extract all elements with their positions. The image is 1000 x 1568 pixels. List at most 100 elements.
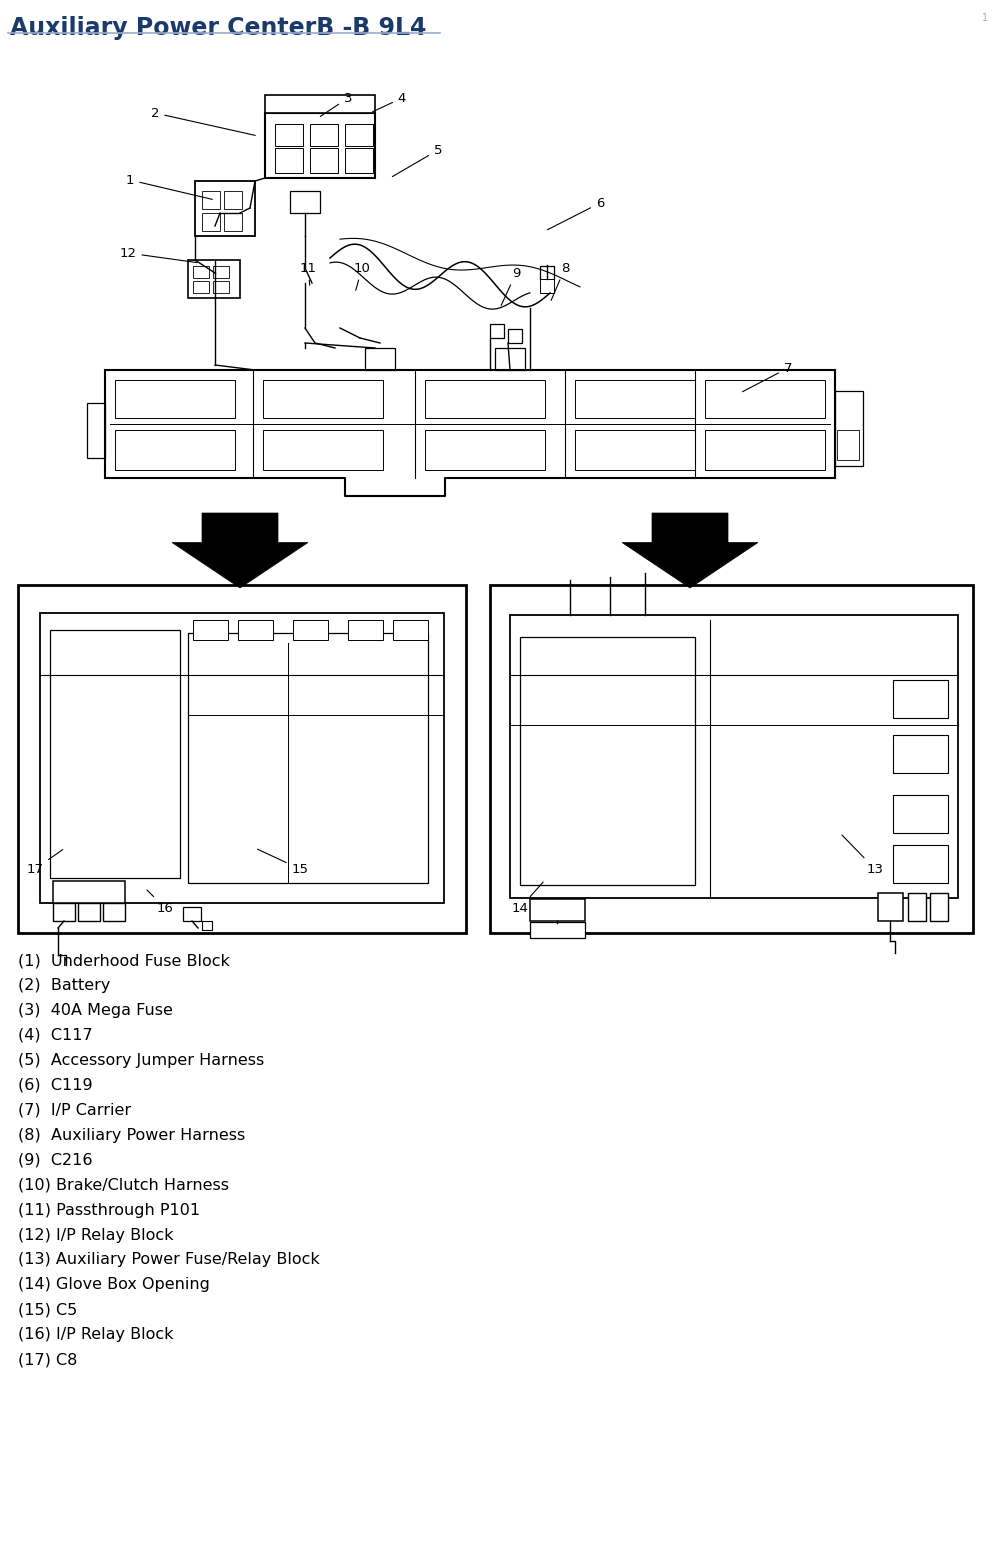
- Bar: [263, 430, 383, 470]
- Bar: [575, 430, 695, 470]
- Bar: [115, 430, 235, 470]
- Bar: [53, 903, 75, 920]
- Text: (5)  Accessory Jumper Harness: (5) Accessory Jumper Harness: [18, 1052, 264, 1068]
- Bar: [310, 124, 338, 146]
- Text: 10: 10: [354, 262, 370, 290]
- Bar: [193, 267, 209, 278]
- Bar: [425, 430, 545, 470]
- Bar: [202, 920, 212, 930]
- Bar: [893, 735, 948, 773]
- Bar: [265, 113, 375, 179]
- Text: 17: 17: [26, 850, 63, 875]
- Bar: [213, 267, 229, 278]
- Text: (9)  C216: (9) C216: [18, 1152, 92, 1168]
- Bar: [50, 630, 180, 878]
- Bar: [520, 637, 695, 884]
- Bar: [310, 147, 338, 172]
- Text: (12) I/P Relay Block: (12) I/P Relay Block: [18, 1228, 174, 1242]
- Bar: [705, 379, 825, 419]
- Bar: [188, 633, 428, 883]
- Bar: [893, 795, 948, 833]
- Text: (8)  Auxiliary Power Harness: (8) Auxiliary Power Harness: [18, 1127, 245, 1143]
- Polygon shape: [622, 513, 758, 588]
- Text: 1: 1: [126, 174, 212, 199]
- Text: 1: 1: [982, 13, 988, 24]
- Text: 4: 4: [373, 91, 406, 111]
- Text: 9: 9: [501, 267, 520, 306]
- Bar: [290, 191, 320, 213]
- Bar: [195, 180, 255, 237]
- Text: 13: 13: [842, 836, 884, 875]
- Text: 11: 11: [300, 262, 316, 285]
- Bar: [193, 619, 228, 640]
- Bar: [425, 379, 545, 419]
- Bar: [348, 619, 383, 640]
- Text: (11) Passthrough P101: (11) Passthrough P101: [18, 1203, 200, 1217]
- Text: 7: 7: [742, 362, 792, 392]
- Bar: [263, 379, 383, 419]
- Bar: [837, 430, 859, 459]
- Bar: [40, 613, 444, 903]
- Bar: [530, 922, 585, 938]
- Bar: [508, 329, 522, 343]
- Bar: [53, 881, 125, 903]
- Bar: [345, 147, 373, 172]
- Bar: [183, 906, 201, 920]
- Text: 14: 14: [512, 883, 543, 914]
- Bar: [575, 379, 695, 419]
- Bar: [265, 96, 375, 113]
- Bar: [835, 390, 863, 466]
- Bar: [115, 379, 235, 419]
- Bar: [705, 430, 825, 470]
- Bar: [202, 213, 220, 230]
- Text: 2: 2: [151, 107, 255, 135]
- Polygon shape: [172, 513, 308, 588]
- Bar: [908, 894, 926, 920]
- Text: 15: 15: [258, 850, 308, 875]
- Text: (7)  I/P Carrier: (7) I/P Carrier: [18, 1102, 131, 1118]
- Bar: [930, 894, 948, 920]
- Bar: [103, 903, 125, 920]
- Bar: [275, 124, 303, 146]
- Bar: [345, 124, 373, 146]
- Bar: [87, 403, 105, 458]
- Bar: [275, 147, 303, 172]
- Text: (15) C5: (15) C5: [18, 1303, 77, 1317]
- Bar: [224, 213, 242, 230]
- Bar: [105, 370, 835, 478]
- Bar: [878, 894, 903, 920]
- Bar: [18, 585, 466, 933]
- Text: (4)  C117: (4) C117: [18, 1029, 93, 1043]
- Bar: [188, 260, 240, 298]
- Bar: [78, 903, 100, 920]
- Bar: [293, 619, 328, 640]
- Text: 12: 12: [120, 246, 197, 262]
- Text: (13) Auxiliary Power Fuse/Relay Block: (13) Auxiliary Power Fuse/Relay Block: [18, 1253, 320, 1267]
- Bar: [490, 325, 504, 339]
- Bar: [540, 279, 554, 293]
- Bar: [495, 348, 525, 370]
- Bar: [530, 898, 585, 920]
- Text: 5: 5: [392, 144, 442, 177]
- Text: (6)  C119: (6) C119: [18, 1077, 93, 1093]
- Text: (14) Glove Box Opening: (14) Glove Box Opening: [18, 1278, 210, 1292]
- Text: 8: 8: [551, 262, 569, 301]
- Text: (10) Brake/Clutch Harness: (10) Brake/Clutch Harness: [18, 1178, 229, 1193]
- Text: 16: 16: [147, 891, 173, 914]
- Text: (2)  Battery: (2) Battery: [18, 978, 110, 993]
- Bar: [213, 281, 229, 293]
- Text: 3: 3: [320, 91, 352, 116]
- Bar: [540, 267, 554, 281]
- Text: Auxiliary Power CenterB -B 9L4: Auxiliary Power CenterB -B 9L4: [10, 16, 426, 41]
- Bar: [510, 615, 958, 898]
- Text: 6: 6: [547, 196, 604, 230]
- Bar: [224, 191, 242, 209]
- Text: (3)  40A Mega Fuse: (3) 40A Mega Fuse: [18, 1004, 173, 1018]
- Text: (1)  Underhood Fuse Block: (1) Underhood Fuse Block: [18, 953, 230, 967]
- Bar: [238, 619, 273, 640]
- Bar: [893, 681, 948, 718]
- Text: (16) I/P Relay Block: (16) I/P Relay Block: [18, 1328, 174, 1342]
- Bar: [490, 585, 973, 933]
- Bar: [193, 281, 209, 293]
- Bar: [202, 191, 220, 209]
